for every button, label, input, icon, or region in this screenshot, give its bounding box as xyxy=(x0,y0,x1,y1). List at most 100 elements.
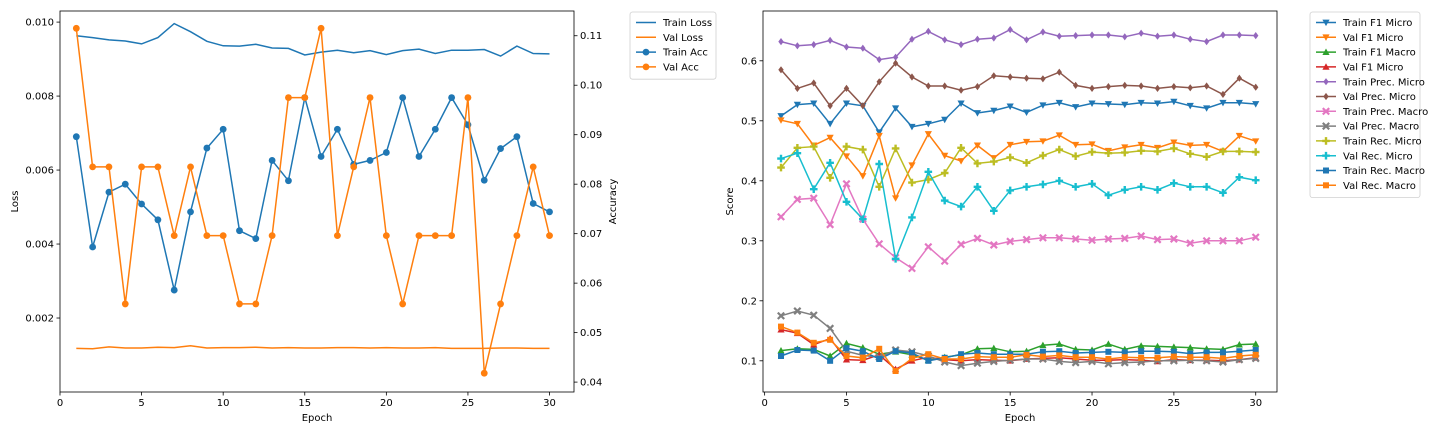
data-point xyxy=(908,355,915,362)
data-point xyxy=(1089,349,1096,356)
data-point xyxy=(1088,100,1096,107)
data-point xyxy=(1187,354,1194,361)
loss-accuracy-chart: 0 5 10 15 20 25 30 0.002 0.004 0.006 0.008 0.010 0.0… xyxy=(10,10,717,424)
data-point xyxy=(810,100,818,107)
data-point xyxy=(1088,236,1097,245)
data-point xyxy=(1235,99,1243,107)
data-point xyxy=(957,202,965,211)
data-point xyxy=(1186,344,1194,351)
data-point xyxy=(1023,36,1030,44)
data-point xyxy=(924,131,932,138)
data-point xyxy=(1236,348,1243,355)
data-point xyxy=(1071,152,1080,160)
data-point xyxy=(1219,99,1227,107)
data-point xyxy=(794,42,801,50)
data-point xyxy=(811,79,817,87)
series-val-loss xyxy=(76,345,550,350)
data-point xyxy=(1138,29,1144,37)
data-point xyxy=(1186,102,1194,110)
data-point xyxy=(859,354,866,361)
data-point xyxy=(1220,90,1226,98)
data-point xyxy=(908,350,915,356)
data-point xyxy=(236,300,243,308)
data-point xyxy=(1154,32,1161,40)
data-point xyxy=(301,94,309,101)
y-tick-label: 0.2 xyxy=(741,296,757,307)
data-point xyxy=(827,102,833,110)
data-point xyxy=(778,66,784,74)
series-train-f1-micro xyxy=(777,98,1260,136)
data-point xyxy=(843,353,850,359)
data-point xyxy=(1104,340,1112,347)
y2-tick-label: 0.04 xyxy=(580,378,602,389)
data-point xyxy=(431,125,439,133)
plot-frame xyxy=(762,10,1278,393)
data-point xyxy=(1071,235,1080,243)
data-point xyxy=(1187,35,1193,43)
data-point xyxy=(513,232,521,240)
data-point xyxy=(793,149,802,157)
data-point xyxy=(1121,101,1129,109)
data-point xyxy=(908,178,916,187)
data-point xyxy=(219,232,227,240)
data-point xyxy=(1170,353,1177,360)
data-point xyxy=(89,163,97,171)
data-point xyxy=(990,344,998,352)
data-point xyxy=(777,163,785,172)
data-point xyxy=(1187,84,1193,92)
data-point xyxy=(1235,173,1244,181)
data-point xyxy=(809,194,818,203)
data-point xyxy=(1170,139,1178,146)
data-point xyxy=(958,86,964,94)
data-point xyxy=(1235,341,1243,348)
data-point xyxy=(876,78,882,86)
data-point xyxy=(497,145,504,152)
data-point xyxy=(1072,81,1079,89)
legend-marker xyxy=(642,48,650,56)
data-point xyxy=(990,354,997,361)
data-point xyxy=(252,235,260,243)
data-point xyxy=(1203,349,1210,356)
legend-marker xyxy=(1322,137,1330,145)
data-point xyxy=(876,345,883,352)
data-point xyxy=(794,84,801,92)
data-point xyxy=(1056,32,1062,40)
data-point xyxy=(1040,75,1046,83)
data-point xyxy=(1055,177,1064,185)
data-point xyxy=(1121,144,1129,151)
data-point xyxy=(908,162,916,169)
data-point xyxy=(794,329,801,336)
data-point xyxy=(1235,236,1244,245)
y2-tick-label: 0.09 xyxy=(580,130,602,141)
data-point xyxy=(513,133,521,141)
y2-tick-label: 0.10 xyxy=(580,81,602,92)
data-point xyxy=(809,142,818,151)
data-point xyxy=(1169,235,1178,243)
data-point xyxy=(1170,343,1178,350)
data-point xyxy=(1072,350,1079,356)
data-point xyxy=(1056,68,1062,76)
data-point xyxy=(1251,176,1260,184)
data-point xyxy=(1056,352,1063,359)
series-line xyxy=(76,22,550,57)
data-point xyxy=(957,144,965,152)
x-tick-label: 0 xyxy=(57,398,63,409)
legend-marker xyxy=(642,63,650,71)
data-point xyxy=(1104,149,1113,157)
legend-label: Train F1 Micro xyxy=(1342,18,1412,29)
data-point xyxy=(1186,239,1195,248)
series-line xyxy=(780,152,1256,262)
data-point xyxy=(842,339,851,347)
data-point xyxy=(1120,148,1129,157)
x-tick-label: 25 xyxy=(1168,398,1181,409)
data-point xyxy=(940,196,949,205)
data-point xyxy=(317,153,325,160)
data-point xyxy=(842,198,851,206)
data-point xyxy=(891,144,900,153)
x-tick-label: 15 xyxy=(298,398,311,409)
series-line xyxy=(780,310,1256,367)
data-point xyxy=(431,232,439,240)
y-axis-label: Loss xyxy=(10,191,21,213)
data-point xyxy=(333,125,341,133)
series-train-rec-micro xyxy=(777,142,1260,191)
